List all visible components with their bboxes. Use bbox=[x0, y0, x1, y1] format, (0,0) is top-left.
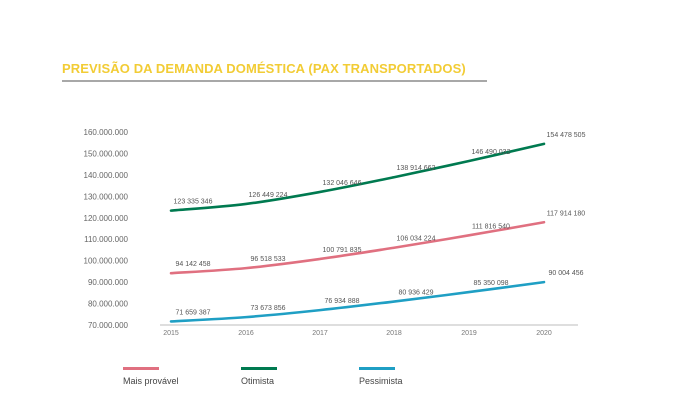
y-tick-label: 150.000.000 bbox=[84, 149, 129, 158]
data-label: 132 046 646 bbox=[323, 180, 362, 187]
data-label: 96 518 533 bbox=[250, 256, 285, 263]
y-tick-label: 80.000.000 bbox=[88, 300, 129, 309]
y-tick-label: 110.000.000 bbox=[84, 235, 128, 244]
data-label: 154 478 505 bbox=[547, 132, 586, 139]
title-underline bbox=[62, 80, 487, 82]
legend-swatch-otimista bbox=[241, 367, 277, 370]
data-label: 117 914 180 bbox=[547, 210, 586, 217]
x-tick-label: 2016 bbox=[238, 330, 254, 337]
x-tick-label: 2020 bbox=[536, 330, 552, 337]
y-tick-label: 140.000.000 bbox=[84, 171, 129, 180]
y-tick-label: 70.000.000 bbox=[88, 321, 129, 330]
x-tick-label: 2017 bbox=[312, 330, 328, 337]
legend-label-otimista: Otimista bbox=[241, 376, 275, 386]
x-tick-label: 2018 bbox=[386, 330, 402, 337]
legend-item-otimista: Otimista bbox=[241, 367, 277, 386]
x-tick-label: 2019 bbox=[461, 330, 477, 337]
series-line-2 bbox=[169, 280, 546, 323]
data-label: 76 934 888 bbox=[324, 298, 359, 305]
y-tick-label: 160.000.000 bbox=[84, 128, 129, 137]
y-tick-label: 90.000.000 bbox=[88, 278, 129, 287]
data-label: 71 659 387 bbox=[175, 309, 210, 316]
data-label: 106 034 224 bbox=[397, 236, 436, 243]
legend-item-pessimista: Pessimista bbox=[359, 367, 403, 386]
chart-title: PREVISÃO DA DEMANDA DOMÉSTICA (PAX TRANS… bbox=[62, 61, 466, 76]
series-line-0 bbox=[169, 220, 546, 275]
data-label: 94 142 458 bbox=[175, 261, 210, 268]
data-label: 90 004 456 bbox=[548, 270, 583, 277]
x-tick-label: 2015 bbox=[163, 330, 179, 337]
data-label: 85 350 098 bbox=[473, 280, 508, 287]
legend-item-mais-provavel: Mais provável bbox=[123, 367, 179, 386]
data-label: 146 490 032 bbox=[472, 149, 511, 156]
data-label: 123 335 346 bbox=[174, 199, 213, 206]
data-label: 111 816 540 bbox=[472, 223, 510, 230]
y-tick-label: 120.000.000 bbox=[84, 214, 129, 223]
legend-label-mais-provavel: Mais provável bbox=[123, 376, 179, 386]
data-label: 80 936 429 bbox=[398, 290, 433, 297]
legend-swatch-mais-provavel bbox=[123, 367, 159, 370]
data-label: 73 673 856 bbox=[250, 305, 285, 312]
series-line-1 bbox=[169, 142, 546, 212]
data-label: 126 449 224 bbox=[249, 192, 288, 199]
legend-swatch-pessimista bbox=[359, 367, 395, 370]
data-label: 100 791 835 bbox=[323, 247, 362, 254]
y-tick-label: 100.000.000 bbox=[84, 257, 129, 266]
legend-label-pessimista: Pessimista bbox=[359, 376, 403, 386]
y-tick-label: 130.000.000 bbox=[84, 192, 129, 201]
data-label: 138 914 662 bbox=[397, 165, 436, 172]
